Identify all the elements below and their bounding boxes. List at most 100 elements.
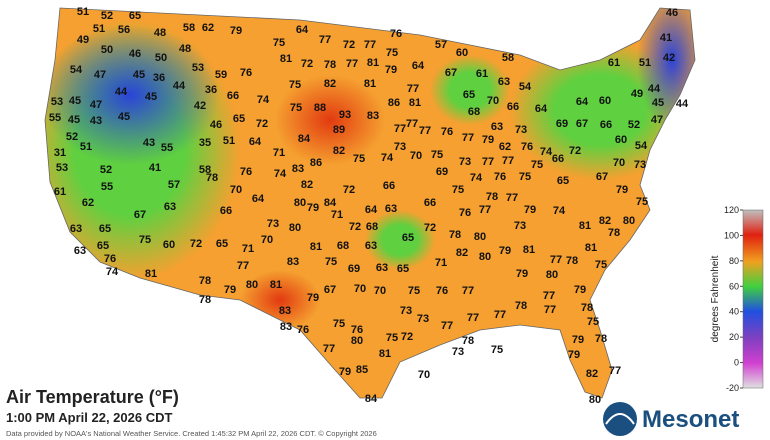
station-temperature: 84	[365, 393, 378, 405]
station-temperature: 67	[324, 284, 336, 296]
station-temperature: 45	[133, 69, 145, 81]
station-temperature: 75	[333, 318, 345, 330]
station-temperature: 73	[400, 305, 412, 317]
station-temperature: 63	[376, 262, 388, 274]
station-temperature: 80	[294, 197, 306, 209]
station-temperature: 65	[402, 232, 414, 244]
station-temperature: 70	[418, 369, 430, 381]
station-temperature: 76	[494, 171, 506, 183]
station-temperature: 78	[566, 255, 578, 267]
station-temperature: 60	[456, 47, 468, 59]
station-temperature: 64	[576, 96, 589, 108]
station-temperature: 72	[424, 222, 436, 234]
station-temperature: 66	[552, 153, 564, 165]
station-temperature: 56	[118, 24, 130, 36]
station-temperature: 44	[173, 80, 186, 92]
station-temperature: 80	[623, 215, 635, 227]
colorbar-tick-label: 120	[724, 205, 739, 215]
station-temperature: 52	[66, 131, 78, 143]
colorbar-tick-label: 0	[734, 358, 739, 368]
station-temperature: 79	[524, 204, 536, 216]
station-temperature: 75	[353, 153, 365, 165]
station-temperature: 53	[56, 162, 68, 174]
station-temperature: 35	[199, 137, 211, 149]
station-temperature: 67	[596, 171, 608, 183]
station-temperature: 64	[296, 24, 309, 36]
station-temperature: 78	[515, 300, 527, 312]
colorbar-ticks: 120 100 80 60 40 20 0 -20	[724, 205, 743, 393]
station-temperature: 59	[215, 69, 227, 81]
station-temperature: 51	[639, 57, 651, 69]
station-temperature: 77	[407, 83, 419, 95]
station-temperature: 77	[494, 309, 506, 321]
station-temperature: 70	[374, 285, 386, 297]
station-temperature: 61	[476, 68, 488, 80]
station-temperature: 82	[586, 368, 598, 380]
station-temperature: 77	[609, 365, 621, 377]
station-temperature: 75	[289, 79, 301, 91]
station-temperature: 54	[70, 64, 83, 76]
colorbar-tick-label: 40	[729, 307, 739, 317]
station-temperature: 36	[153, 72, 165, 84]
station-temperature: 70	[410, 150, 422, 162]
station-temperature: 82	[301, 179, 313, 191]
station-temperature: 43	[90, 115, 102, 127]
station-temperature: 55	[161, 142, 173, 154]
station-temperature: 83	[280, 321, 292, 333]
station-temperature: 75	[491, 344, 503, 356]
station-temperature: 61	[54, 186, 66, 198]
station-temperature: 81	[379, 348, 391, 360]
station-temperature: 78	[199, 294, 211, 306]
station-temperature: 75	[290, 102, 302, 114]
station-temperature: 79	[385, 64, 397, 76]
station-temperature: 79	[307, 202, 319, 214]
station-temperature: 65	[557, 175, 569, 187]
station-temperature: 81	[310, 241, 322, 253]
station-temperature: 73	[514, 220, 526, 232]
station-temperature: 79	[230, 25, 242, 37]
station-temperature: 69	[556, 118, 568, 130]
station-temperature: 65	[99, 223, 111, 235]
station-temperature: 77	[550, 254, 562, 266]
station-temperature: 63	[365, 240, 377, 252]
station-temperature: 66	[220, 205, 232, 217]
station-temperature: 42	[194, 100, 206, 112]
station-temperature: 72	[190, 238, 202, 250]
station-temperature: 44	[648, 83, 661, 95]
timestamp: 1:00 PM April 22, 2026 CDT	[6, 410, 172, 425]
station-temperature: 51	[80, 141, 92, 153]
station-temperature: 66	[227, 90, 239, 102]
station-temperature: 42	[663, 52, 675, 64]
station-temperature: 63	[70, 223, 82, 235]
station-temperature: 55	[49, 112, 61, 124]
station-temperature: 81	[367, 57, 379, 69]
station-temperature: 31	[54, 147, 66, 159]
station-temperature: 70	[354, 283, 366, 295]
station-temperature: 74	[274, 168, 287, 180]
station-temperature: 77	[479, 204, 491, 216]
station-temperature: 73	[394, 141, 406, 153]
temperature-map	[45, 8, 695, 398]
station-temperature: 36	[205, 84, 217, 96]
station-temperature: 45	[118, 111, 130, 123]
station-temperature: 66	[507, 101, 519, 113]
station-temperature: 77	[462, 132, 474, 144]
station-temperature: 80	[479, 251, 491, 263]
station-temperature: 76	[240, 166, 252, 178]
colorbar-tick-label: 20	[729, 332, 739, 342]
station-temperature: 48	[179, 43, 191, 55]
station-temperature: 77	[544, 304, 556, 316]
station-temperature: 57	[435, 39, 447, 51]
station-temperature: 82	[324, 78, 336, 90]
station-temperature: 72	[343, 184, 355, 196]
station-temperature: 75	[452, 184, 464, 196]
station-temperature: 73	[417, 313, 429, 325]
station-temperature: 62	[82, 197, 94, 209]
station-temperature: 78	[608, 227, 620, 239]
station-temperature: 76	[297, 324, 309, 336]
station-temperature: 64	[249, 136, 262, 148]
station-temperature: 77	[543, 290, 555, 302]
station-temperature: 73	[452, 346, 464, 358]
station-temperature: 74	[381, 152, 394, 164]
